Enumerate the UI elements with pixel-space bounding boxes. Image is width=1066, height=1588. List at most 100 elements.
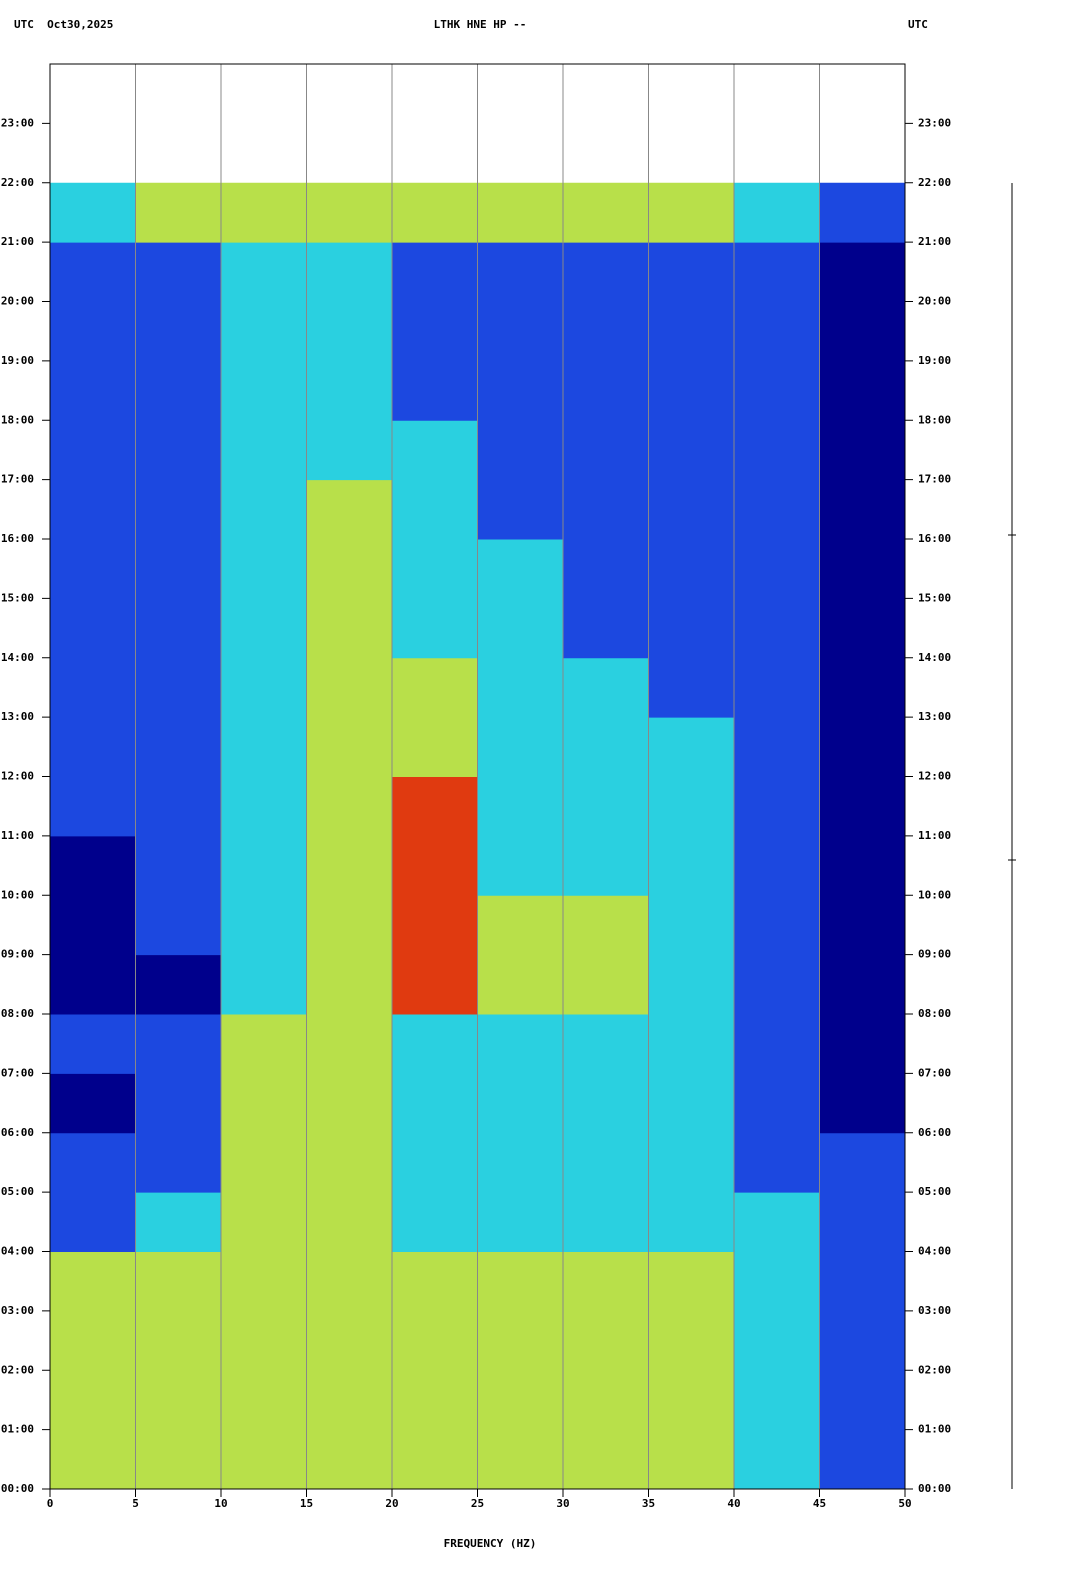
heat-cell <box>135 1132 222 1193</box>
heat-cell <box>648 1429 735 1490</box>
y-tick-label-right: 13:00 <box>918 710 951 723</box>
x-tick-label: 25 <box>471 1497 484 1510</box>
heat-cell <box>306 242 393 302</box>
heat-cell <box>819 835 906 896</box>
heat-cell <box>135 420 222 481</box>
heat-cell <box>135 1429 222 1490</box>
heat-cell <box>477 360 564 421</box>
heat-cell <box>819 1014 906 1074</box>
left-header: UTC Oct30,2025 <box>14 18 113 31</box>
heat-cell <box>477 1014 564 1074</box>
heat-cell <box>819 776 906 837</box>
right-header: UTC <box>908 18 928 31</box>
heat-cell <box>50 1370 136 1431</box>
heat-cell <box>648 479 735 540</box>
y-tick-label-right: 18:00 <box>918 413 951 426</box>
heat-cell <box>50 1014 136 1074</box>
heat-cell <box>50 1073 136 1134</box>
heat-cell <box>734 835 820 896</box>
y-tick-label: 11:00 <box>1 829 34 842</box>
heat-cell <box>477 539 564 599</box>
heat-cell <box>221 182 307 243</box>
y-tick-label: 05:00 <box>1 1185 34 1198</box>
heat-cell <box>135 895 222 956</box>
heat-cell <box>221 1014 307 1074</box>
heat-cell <box>50 539 136 599</box>
y-tick-label-right: 20:00 <box>918 295 951 308</box>
heat-cell <box>50 420 136 481</box>
heat-cell <box>648 1310 735 1371</box>
heat-cell <box>135 954 222 1015</box>
y-tick-label-right: 22:00 <box>918 176 951 189</box>
heat-cell <box>734 657 820 718</box>
heat-cell <box>477 954 564 1015</box>
y-tick-label-right: 06:00 <box>918 1126 951 1139</box>
heat-cell <box>477 420 564 481</box>
heat-cell <box>477 1310 564 1371</box>
y-tick-label: 04:00 <box>1 1245 34 1258</box>
heat-cell <box>221 479 307 540</box>
heat-cell <box>477 835 564 896</box>
heat-cell <box>135 360 222 421</box>
heat-cell <box>392 1132 478 1193</box>
y-tick-label-right: 11:00 <box>918 829 951 842</box>
heat-cell <box>50 1251 136 1312</box>
heat-cell <box>392 539 478 599</box>
heat-cell <box>306 895 393 956</box>
heat-cell <box>392 1251 478 1312</box>
heat-cell <box>306 1073 393 1134</box>
heat-cell <box>135 539 222 599</box>
heat-cell <box>819 954 906 1015</box>
heat-cell <box>477 1429 564 1490</box>
heat-cell <box>392 479 478 540</box>
heat-cell <box>648 539 735 599</box>
heat-cell <box>306 420 393 481</box>
y-tick-label: 19:00 <box>1 354 34 367</box>
heat-cell <box>50 479 136 540</box>
y-tick-label: 12:00 <box>1 770 34 783</box>
heat-cell <box>50 776 136 837</box>
heat-cell <box>734 954 820 1015</box>
heat-cell <box>819 539 906 599</box>
y-tick-label: 07:00 <box>1 1066 34 1079</box>
heat-cell <box>221 657 307 718</box>
heat-cell <box>648 1251 735 1312</box>
heat-cell <box>563 420 649 481</box>
heat-cell <box>563 1429 649 1490</box>
heat-cell <box>734 1132 820 1193</box>
heat-cell <box>819 360 906 421</box>
heat-cell <box>306 717 393 777</box>
heat-cell <box>50 242 136 302</box>
heat-cell <box>819 479 906 540</box>
heat-cell <box>50 1192 136 1252</box>
heat-cell <box>221 835 307 896</box>
heat-cell <box>648 1132 735 1193</box>
heat-cell <box>221 717 307 777</box>
x-tick-label: 35 <box>642 1497 655 1510</box>
y-tick-label: 03:00 <box>1 1304 34 1317</box>
x-axis-label: FREQUENCY (HZ) <box>444 1537 537 1550</box>
heat-cell <box>563 776 649 837</box>
heat-cell <box>135 182 222 243</box>
heat-cell <box>221 1310 307 1371</box>
heat-cell <box>221 776 307 837</box>
y-tick-label-right: 12:00 <box>918 770 951 783</box>
y-tick-label: 17:00 <box>1 473 34 486</box>
heat-cell <box>734 1429 820 1490</box>
heat-cell <box>306 360 393 421</box>
heat-cell <box>734 717 820 777</box>
heat-cell <box>392 657 478 718</box>
y-tick-label: 06:00 <box>1 1126 34 1139</box>
heat-cell <box>392 360 478 421</box>
y-tick-label-right: 10:00 <box>918 888 951 901</box>
heat-cell <box>306 1192 393 1252</box>
heat-cell <box>306 1132 393 1193</box>
heat-cell <box>734 1251 820 1312</box>
heat-cell <box>50 1429 136 1490</box>
y-tick-label: 23:00 <box>1 116 34 129</box>
heat-cell <box>477 1370 564 1431</box>
heat-cell <box>50 657 136 718</box>
heat-cell <box>819 420 906 481</box>
y-tick-label-right: 21:00 <box>918 235 951 248</box>
heat-cell <box>648 360 735 421</box>
